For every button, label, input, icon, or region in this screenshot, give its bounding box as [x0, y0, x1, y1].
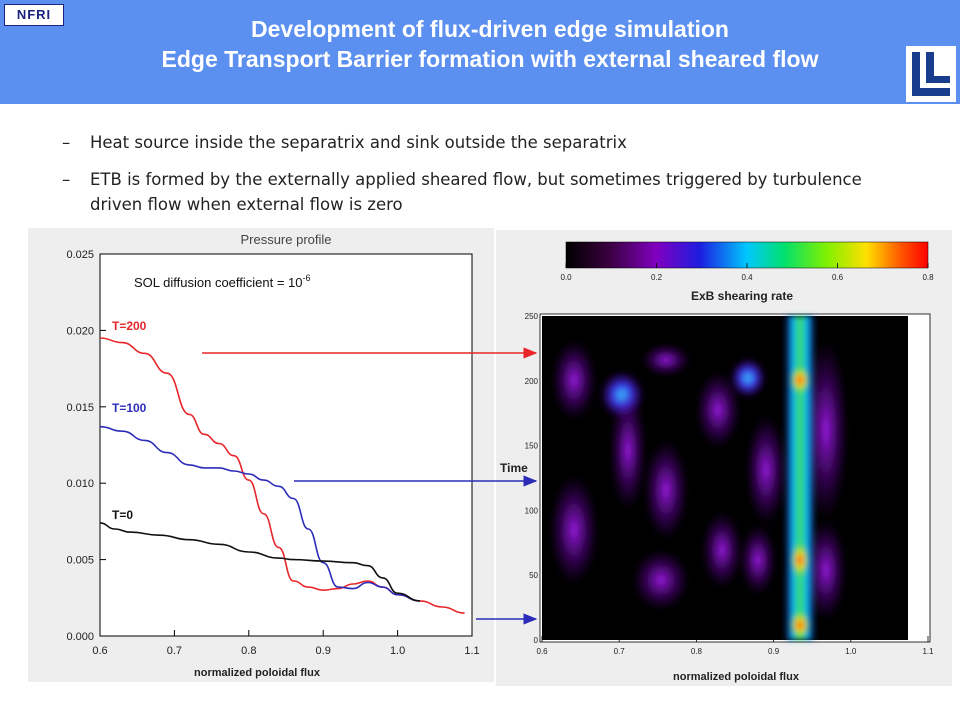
x-tick-label: 0.7	[614, 647, 626, 656]
y-tick-label: 0.020	[66, 325, 94, 337]
y-tick-label: 0.015	[66, 402, 94, 414]
x-tick-label: 0.6	[92, 645, 107, 657]
annotation-exponent: -6	[303, 273, 311, 283]
axis-ticks: 0.6 0.7 0.8 0.9 1.0 1.1 0 50 100 150 200 250	[525, 312, 934, 656]
heat-blob	[552, 340, 596, 420]
y-tick-label: 0.005	[66, 555, 94, 567]
llnl-logo-icon	[906, 46, 956, 102]
heatmap-base	[542, 316, 908, 640]
x-tick-label: 0.6	[536, 647, 548, 656]
series-line-t0	[99, 522, 420, 602]
y-axis-label: Time	[500, 461, 528, 475]
colorbar-tick-label: 0.4	[741, 273, 753, 282]
y-tick-label: 150	[525, 442, 539, 451]
title-line-1: Development of flux-driven edge simulati…	[251, 16, 729, 42]
colorbar-tick-label: 0.0	[560, 273, 572, 282]
series-lines	[99, 337, 465, 614]
nfri-logo: NFRI	[4, 4, 64, 26]
x-tick-label: 1.0	[845, 647, 857, 656]
series-label-t100: T=100	[112, 401, 147, 415]
colorbar-tick-label: 0.2	[651, 273, 663, 282]
heat-blob	[746, 415, 786, 525]
bullet-dash: –	[62, 170, 71, 189]
heat-blob	[696, 372, 740, 448]
series-label-t0: T=0	[112, 508, 133, 522]
heat-blob	[730, 358, 766, 398]
pressure-profile-chart: Pressure profile SOL diffusion coefficie…	[28, 228, 494, 682]
heatmap-features	[550, 316, 848, 640]
x-tick-label: 1.0	[390, 645, 405, 657]
bullet-text: Heat source inside the separatrix and si…	[90, 133, 627, 152]
plot-frame	[99, 253, 473, 637]
y-tick-label: 250	[525, 312, 539, 321]
x-tick-label: 0.9	[768, 647, 780, 656]
bullet-text: ETB is formed by the externally applied …	[90, 170, 862, 214]
heat-blob	[610, 390, 646, 510]
x-tick-label: 0.8	[241, 645, 256, 657]
x-tick-label: 0.8	[691, 647, 703, 656]
shear-column	[784, 316, 816, 640]
x-axis-label: normalized poloidal flux	[673, 671, 800, 683]
y-tick-label: 50	[529, 571, 538, 580]
colorbar-title: ExB shearing rate	[691, 289, 793, 303]
heatmap-image	[542, 316, 928, 640]
heat-blob	[633, 550, 689, 610]
series-label-t200: T=200	[112, 319, 147, 333]
exb-heatmap-chart: 0.0 0.2 0.4 0.6 0.8 ExB shearing rate 0.6 0	[496, 230, 952, 686]
heat-blob	[550, 475, 598, 585]
series-line-t100	[99, 425, 420, 602]
x-axis-label: normalized poloidal flux	[194, 667, 321, 679]
y-tick-label: 0.010	[66, 478, 94, 490]
sol-annotation: SOL diffusion coefficient = 10-6	[134, 273, 311, 290]
x-tick-label: 0.9	[316, 645, 331, 657]
x-tick-label: 1.1	[922, 647, 934, 656]
heat-blob	[740, 525, 776, 595]
chart-title: Pressure profile	[240, 232, 331, 247]
heat-peak	[790, 366, 810, 394]
heat-peak	[790, 611, 810, 639]
header-banner: NFRI Development of flux-driven edge sim…	[0, 0, 960, 104]
y-tick-label: 100	[525, 506, 539, 515]
y-tick-label: 0	[534, 636, 539, 645]
heat-blob	[642, 344, 690, 376]
heat-blob	[644, 440, 688, 540]
bullet-dash: –	[62, 133, 71, 152]
annotation-text: SOL diffusion coefficient = 10	[134, 275, 303, 290]
colorbar-tick-label: 0.6	[832, 273, 844, 282]
title-line-2: Edge Transport Barrier formation with ex…	[161, 46, 819, 72]
heatmap-edge	[908, 316, 928, 640]
plot-border	[539, 313, 931, 643]
y-tick-label: 0.000	[66, 631, 94, 643]
colorbar-tick-label: 0.8	[922, 273, 934, 282]
axis-ticks: 0.6 0.7 0.8 0.9 1.0 1.1 0.000 0.005 0.010 0.015 0.…	[66, 249, 479, 657]
heat-peak	[791, 542, 809, 578]
x-tick-label: 1.1	[464, 645, 479, 657]
x-tick-label: 0.7	[167, 645, 182, 657]
heat-blob	[702, 512, 742, 588]
y-tick-label: 200	[525, 377, 539, 386]
y-tick-label: 0.025	[66, 249, 94, 261]
colorbar-ticks: 0.0 0.2 0.4 0.6 0.8	[560, 263, 934, 282]
